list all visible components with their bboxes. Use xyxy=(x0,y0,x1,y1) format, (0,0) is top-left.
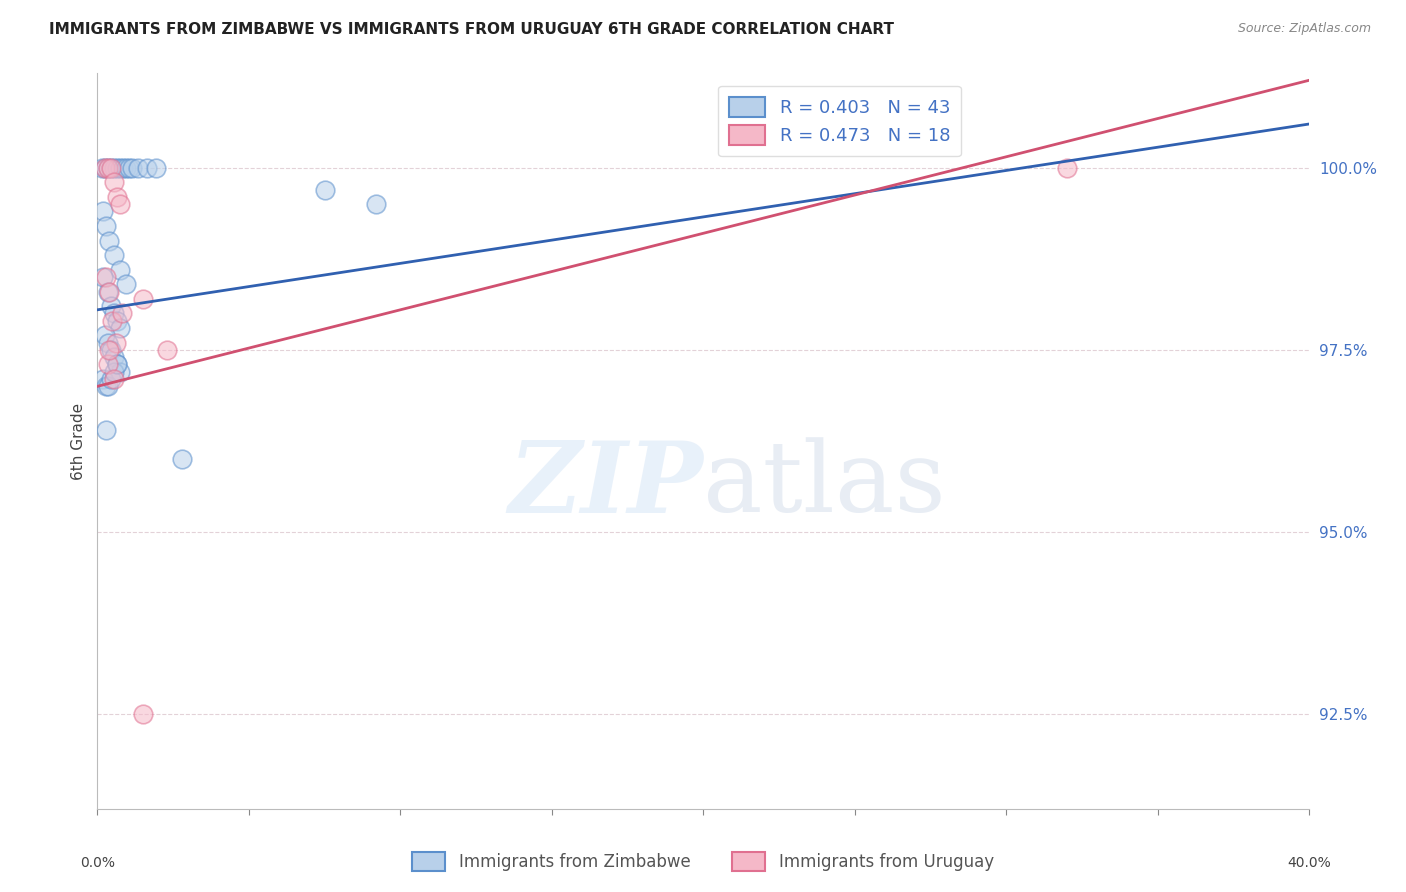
Point xyxy=(132,707,155,722)
Point xyxy=(94,328,117,343)
Point xyxy=(1056,161,1078,175)
Legend: Immigrants from Zimbabwe, Immigrants from Uruguay: Immigrants from Zimbabwe, Immigrants fro… xyxy=(404,843,1002,880)
Point xyxy=(108,262,131,277)
Point xyxy=(105,161,128,175)
Point xyxy=(94,161,117,175)
Point xyxy=(97,358,120,372)
Point xyxy=(93,372,115,386)
Point xyxy=(97,379,120,393)
Point xyxy=(98,343,121,357)
Point xyxy=(145,161,167,175)
Point xyxy=(136,161,159,175)
Point xyxy=(110,306,132,320)
Point xyxy=(103,365,125,379)
Point xyxy=(103,248,125,262)
Text: 40.0%: 40.0% xyxy=(1288,856,1331,871)
Point xyxy=(105,314,128,328)
Point xyxy=(97,335,120,350)
Text: ZIP: ZIP xyxy=(509,437,703,533)
Point xyxy=(100,161,122,175)
Point xyxy=(103,306,125,320)
Point xyxy=(118,161,141,175)
Point xyxy=(103,161,125,175)
Point xyxy=(121,161,143,175)
Point xyxy=(108,321,131,335)
Point xyxy=(100,343,122,357)
Point xyxy=(103,350,125,364)
Point xyxy=(104,335,127,350)
Point xyxy=(100,299,122,313)
Point xyxy=(97,285,120,299)
Point xyxy=(103,372,125,386)
Point xyxy=(96,270,118,285)
Point xyxy=(97,161,120,175)
Point xyxy=(108,365,131,379)
Text: 0.0%: 0.0% xyxy=(80,856,115,871)
Point xyxy=(96,379,118,393)
Point xyxy=(108,197,131,211)
Point xyxy=(100,372,122,386)
Point xyxy=(90,161,112,175)
Point xyxy=(172,452,194,467)
Point xyxy=(96,423,118,437)
Point xyxy=(108,161,131,175)
Point xyxy=(94,161,117,175)
Text: atlas: atlas xyxy=(703,437,946,533)
Point xyxy=(93,204,115,219)
Point xyxy=(93,270,115,285)
Point xyxy=(105,358,128,372)
Point xyxy=(115,277,138,292)
Point xyxy=(105,190,128,204)
Point xyxy=(100,161,122,175)
Point xyxy=(98,234,121,248)
Point xyxy=(127,161,149,175)
Point xyxy=(132,292,155,306)
Point xyxy=(115,161,138,175)
Legend: R = 0.403   N = 43, R = 0.473   N = 18: R = 0.403 N = 43, R = 0.473 N = 18 xyxy=(718,86,960,156)
Point xyxy=(103,175,125,189)
Point xyxy=(156,343,179,357)
Point xyxy=(96,219,118,233)
Text: Source: ZipAtlas.com: Source: ZipAtlas.com xyxy=(1237,22,1371,36)
Point xyxy=(314,183,336,197)
Point xyxy=(97,161,120,175)
Point xyxy=(98,285,121,299)
Point xyxy=(105,358,128,372)
Y-axis label: 6th Grade: 6th Grade xyxy=(72,402,86,480)
Text: IMMIGRANTS FROM ZIMBABWE VS IMMIGRANTS FROM URUGUAY 6TH GRADE CORRELATION CHART: IMMIGRANTS FROM ZIMBABWE VS IMMIGRANTS F… xyxy=(49,22,894,37)
Point xyxy=(364,197,387,211)
Point xyxy=(101,314,124,328)
Point xyxy=(112,161,135,175)
